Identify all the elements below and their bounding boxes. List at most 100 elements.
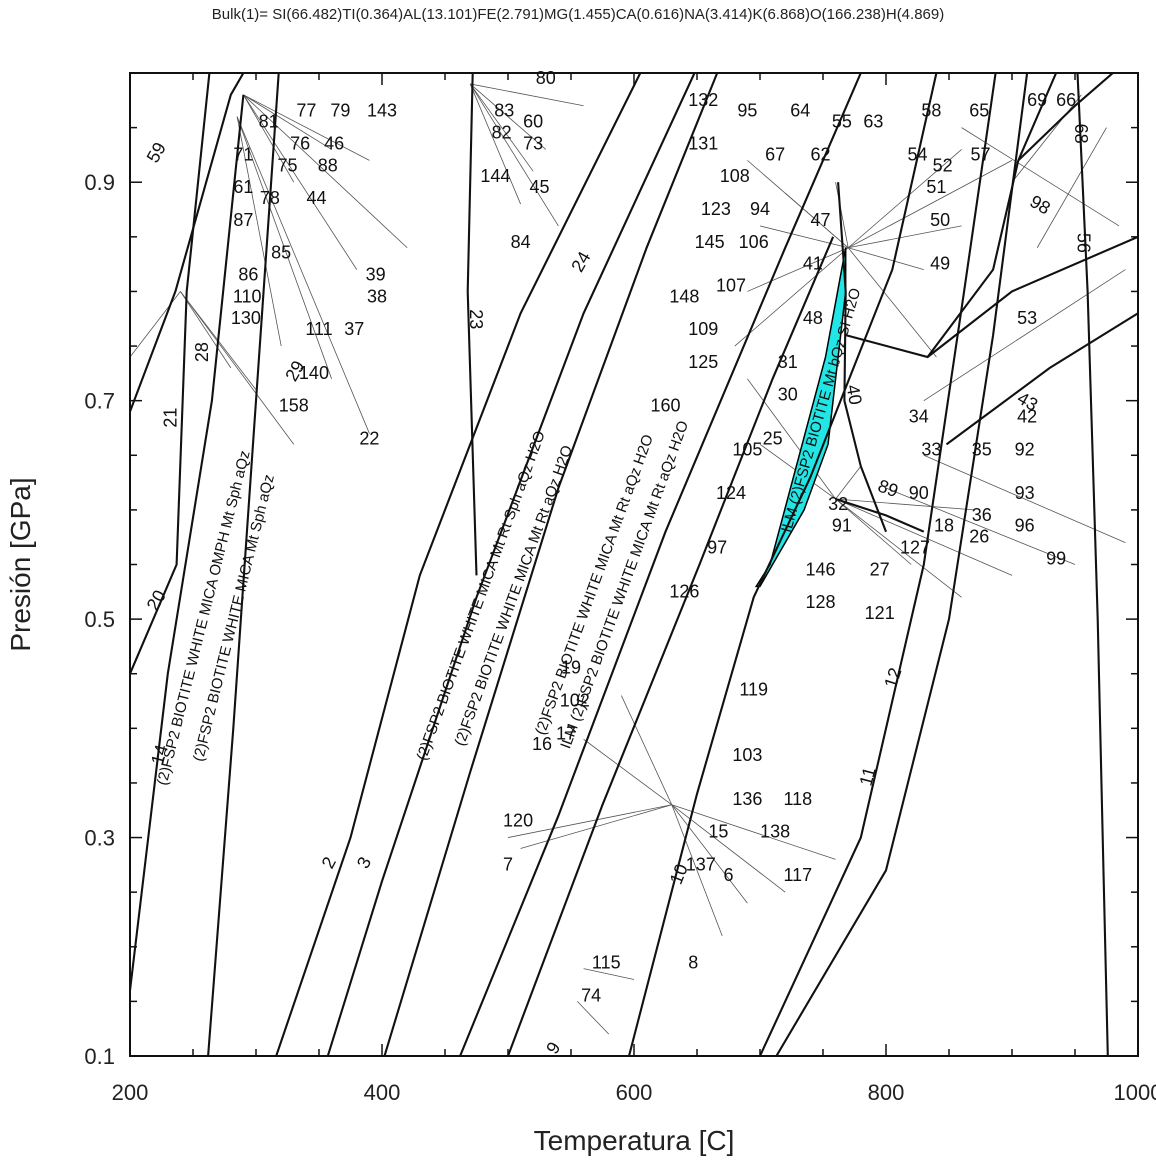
reaction-line — [383, 73, 719, 1056]
reaction-line — [130, 73, 245, 412]
field-number-label: 75 — [277, 155, 297, 175]
field-number-label: 63 — [863, 112, 883, 132]
field-number-label: 65 — [969, 101, 989, 121]
leader-line — [885, 487, 1076, 565]
field-number-label: 44 — [306, 188, 326, 208]
leader-line — [243, 94, 358, 270]
field-number-label: 48 — [803, 308, 823, 328]
field-number-label: 111 — [305, 319, 332, 339]
field-number-label: 123 — [701, 199, 731, 219]
leader-line — [961, 127, 1120, 227]
x-tick-label: 600 — [616, 1080, 653, 1105]
field-number-label: 52 — [933, 155, 953, 175]
field-number-label: 46 — [324, 133, 344, 153]
reaction-line — [130, 73, 211, 675]
field-number-label: 97 — [707, 538, 727, 558]
leader-line — [236, 116, 370, 434]
leader-line — [747, 378, 836, 500]
field-label: (2)FSP2 BIOTITE WHITE MICA Mt Rt Sph aQz… — [413, 429, 548, 763]
field-number-label: 140 — [299, 363, 329, 383]
line-label: 3 — [353, 853, 375, 871]
field-number-label: 15 — [708, 822, 728, 842]
field-number-label: 37 — [344, 319, 364, 339]
field-number-label: 130 — [231, 308, 261, 328]
field-number-label: 138 — [760, 822, 790, 842]
leader-line — [236, 116, 332, 379]
leader-line — [848, 247, 924, 270]
leader-line — [835, 465, 862, 500]
reaction-line — [945, 312, 1138, 446]
field-number-label: 61 — [233, 177, 253, 197]
field-number-label: 8 — [688, 953, 698, 973]
leader-line — [507, 804, 672, 838]
field-number-label: 22 — [359, 428, 379, 448]
field-number-label: 132 — [688, 90, 718, 110]
line-label: 24 — [567, 248, 594, 275]
line-label: 28 — [192, 342, 212, 362]
field-number-label: 105 — [732, 439, 762, 459]
field-number-label: 148 — [669, 286, 699, 306]
field-number-label: 30 — [778, 385, 798, 405]
field-number-label: 86 — [238, 265, 258, 285]
leader-line — [1036, 127, 1107, 248]
field-number-label: 16 — [532, 734, 552, 754]
leader-line — [835, 498, 962, 598]
leader-line — [848, 160, 1013, 249]
leader-line — [847, 149, 962, 249]
reaction-line — [837, 182, 887, 533]
field-number-label: 53 — [1017, 308, 1037, 328]
field-number-label: 35 — [972, 439, 992, 459]
reaction-line — [459, 73, 862, 1056]
field-number-label: 67 — [765, 144, 785, 164]
reaction-line — [835, 498, 925, 533]
leader-line — [847, 247, 937, 358]
field-number-label: 74 — [581, 985, 601, 1005]
leader-line — [469, 83, 521, 205]
field-number-label: 64 — [790, 101, 810, 121]
field-number-label: 39 — [366, 265, 386, 285]
field-number-label: 47 — [810, 210, 830, 230]
field-number-label: 83 — [494, 101, 514, 121]
field-number-label: 99 — [1046, 549, 1066, 569]
y-tick-label: 0.3 — [84, 826, 115, 851]
field-number-label: 136 — [732, 789, 762, 809]
field-number-label: 25 — [763, 428, 783, 448]
leader-line — [621, 695, 673, 805]
leader-line — [469, 83, 534, 172]
field-number-label: 120 — [503, 811, 533, 831]
line-label: 2 — [318, 853, 340, 871]
line-label: 12 — [880, 665, 905, 690]
field-number-label: 96 — [1015, 516, 1035, 536]
field-number-label: 124 — [716, 483, 746, 503]
leader-line — [784, 192, 849, 249]
field-number-label: 32 — [828, 494, 848, 514]
leader-line — [734, 247, 849, 347]
field-number-label: 19 — [561, 658, 581, 678]
field-number-label: 27 — [870, 559, 890, 579]
field-number-label: 115 — [592, 953, 621, 973]
field-number-label: 69 — [1027, 90, 1047, 110]
line-label: 89 — [875, 476, 901, 502]
field-number-label: 146 — [805, 559, 835, 579]
reaction-line — [275, 73, 642, 1056]
field-number-label: 110 — [233, 286, 262, 306]
reaction-line — [207, 73, 280, 1056]
reaction-line — [845, 73, 1058, 359]
y-tick-label: 0.5 — [84, 607, 115, 632]
leader-line — [835, 498, 975, 511]
line-label: 56 — [1074, 233, 1094, 253]
leader-line — [470, 83, 584, 107]
field-number-label: 106 — [739, 232, 769, 252]
field-number-label: 26 — [969, 527, 989, 547]
field-number-label: 51 — [926, 177, 946, 197]
leader-line — [747, 247, 849, 292]
line-label: 21 — [161, 408, 181, 428]
field-number-label: 17 — [556, 723, 576, 743]
line-label: 14 — [147, 742, 172, 767]
reaction-line — [1017, 73, 1115, 162]
field-number-label: 94 — [750, 199, 770, 219]
line-label: 23 — [466, 309, 486, 329]
field-number-label: 121 — [865, 603, 895, 623]
reaction-line — [926, 235, 1138, 358]
